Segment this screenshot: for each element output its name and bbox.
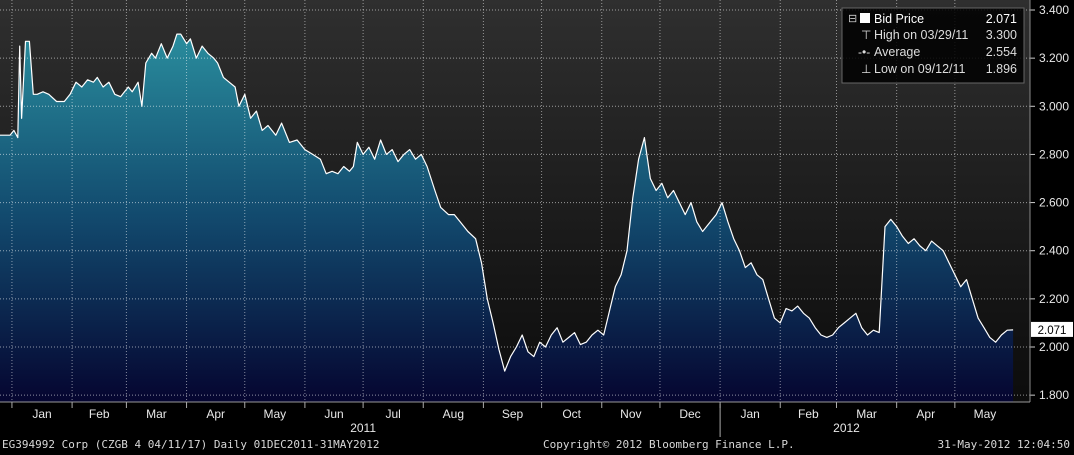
footer-copyright: Copyright© 2012 Bloomberg Finance L.P. <box>543 438 795 451</box>
grid-layer <box>0 0 1030 402</box>
y-tick-label: 2.800 <box>1039 147 1069 161</box>
x-tick-label: Sep <box>502 407 524 421</box>
x-tick-label: Jan <box>32 407 51 421</box>
legend-collapse-icon[interactable]: ⊟ <box>848 13 857 25</box>
y-tick-label: 3.400 <box>1039 3 1069 17</box>
area-layer <box>0 34 1014 402</box>
x-tick-label: Apr <box>916 407 935 421</box>
x-tick-label: Feb <box>798 407 819 421</box>
y-axis: 1.800 2.000 2.200 2.400 2.600 2.800 3.000 3.200… <box>1029 0 1069 402</box>
legend-high-label: High on 03/29/11 <box>874 28 968 42</box>
y-tick-label: 2.400 <box>1039 244 1069 258</box>
footer-timestamp: 31-May-2012 12:04:50 <box>937 438 1070 451</box>
x-axis: Jan Feb Mar Apr May Jun Jul Aug Sep Oct Nov Dec Jan F… <box>0 401 1030 437</box>
legend-bid-value: 2.071 <box>986 12 1017 26</box>
footer-security: EG394992 Corp (CZGB 4 04/11/17) Daily 01… <box>2 438 380 451</box>
x-tick-label: May <box>974 407 997 421</box>
last-value-tag: 2.071 <box>1031 321 1073 337</box>
legend-average-label: Average <box>874 45 920 59</box>
line-layer <box>0 33 1014 372</box>
x-tick-label: Jul <box>386 407 401 421</box>
bid-price-area <box>0 34 1014 402</box>
y-tick-label: 2.200 <box>1039 292 1069 306</box>
last-value-tag-text: 2.071 <box>1038 325 1067 337</box>
x-tick-label: Jun <box>324 407 343 421</box>
x-year-label: 2012 <box>833 421 860 435</box>
bottom-axis-background <box>0 402 1074 455</box>
bid-price-swatch-icon <box>860 13 870 23</box>
legend-low-value: 1.896 <box>986 62 1017 76</box>
average-marker-icon: -•- <box>858 45 870 59</box>
legend-average-value: 2.554 <box>986 45 1017 59</box>
high-marker-icon: ⊤ <box>861 28 871 42</box>
x-tick-label: Mar <box>146 407 167 421</box>
x-tick-label: Jan <box>740 407 759 421</box>
x-tick-label: Aug <box>443 407 464 421</box>
x-tick-label: Dec <box>679 407 700 421</box>
x-tick-label: Nov <box>620 407 641 421</box>
x-tick-label: May <box>263 407 286 421</box>
legend[interactable]: ⊟ Bid Price 2.071 ⊤ High on 03/29/11 3.3… <box>841 7 1025 84</box>
last-value-tag-box <box>1031 321 1073 337</box>
x-year-label: 2011 <box>350 421 376 435</box>
x-tick-label: Oct <box>562 407 581 421</box>
x-tick-label: Mar <box>856 407 877 421</box>
legend-low-label: Low on 09/12/11 <box>874 62 966 76</box>
low-marker-icon: ⊥ <box>861 62 871 76</box>
y-tick-label: 3.200 <box>1039 51 1069 65</box>
y-tick-label: 3.000 <box>1039 99 1069 113</box>
y-tick-label: 2.000 <box>1039 340 1069 354</box>
legend-high-value: 3.300 <box>986 28 1017 42</box>
legend-bid-label: Bid Price <box>874 12 924 26</box>
legend-box <box>841 7 1025 84</box>
y-tick-label: 1.800 <box>1039 388 1069 402</box>
bid-price-line <box>0 33 1014 372</box>
x-tick-label: Apr <box>206 407 225 421</box>
y-tick-label: 2.600 <box>1039 196 1069 210</box>
x-tick-label: Feb <box>89 407 110 421</box>
